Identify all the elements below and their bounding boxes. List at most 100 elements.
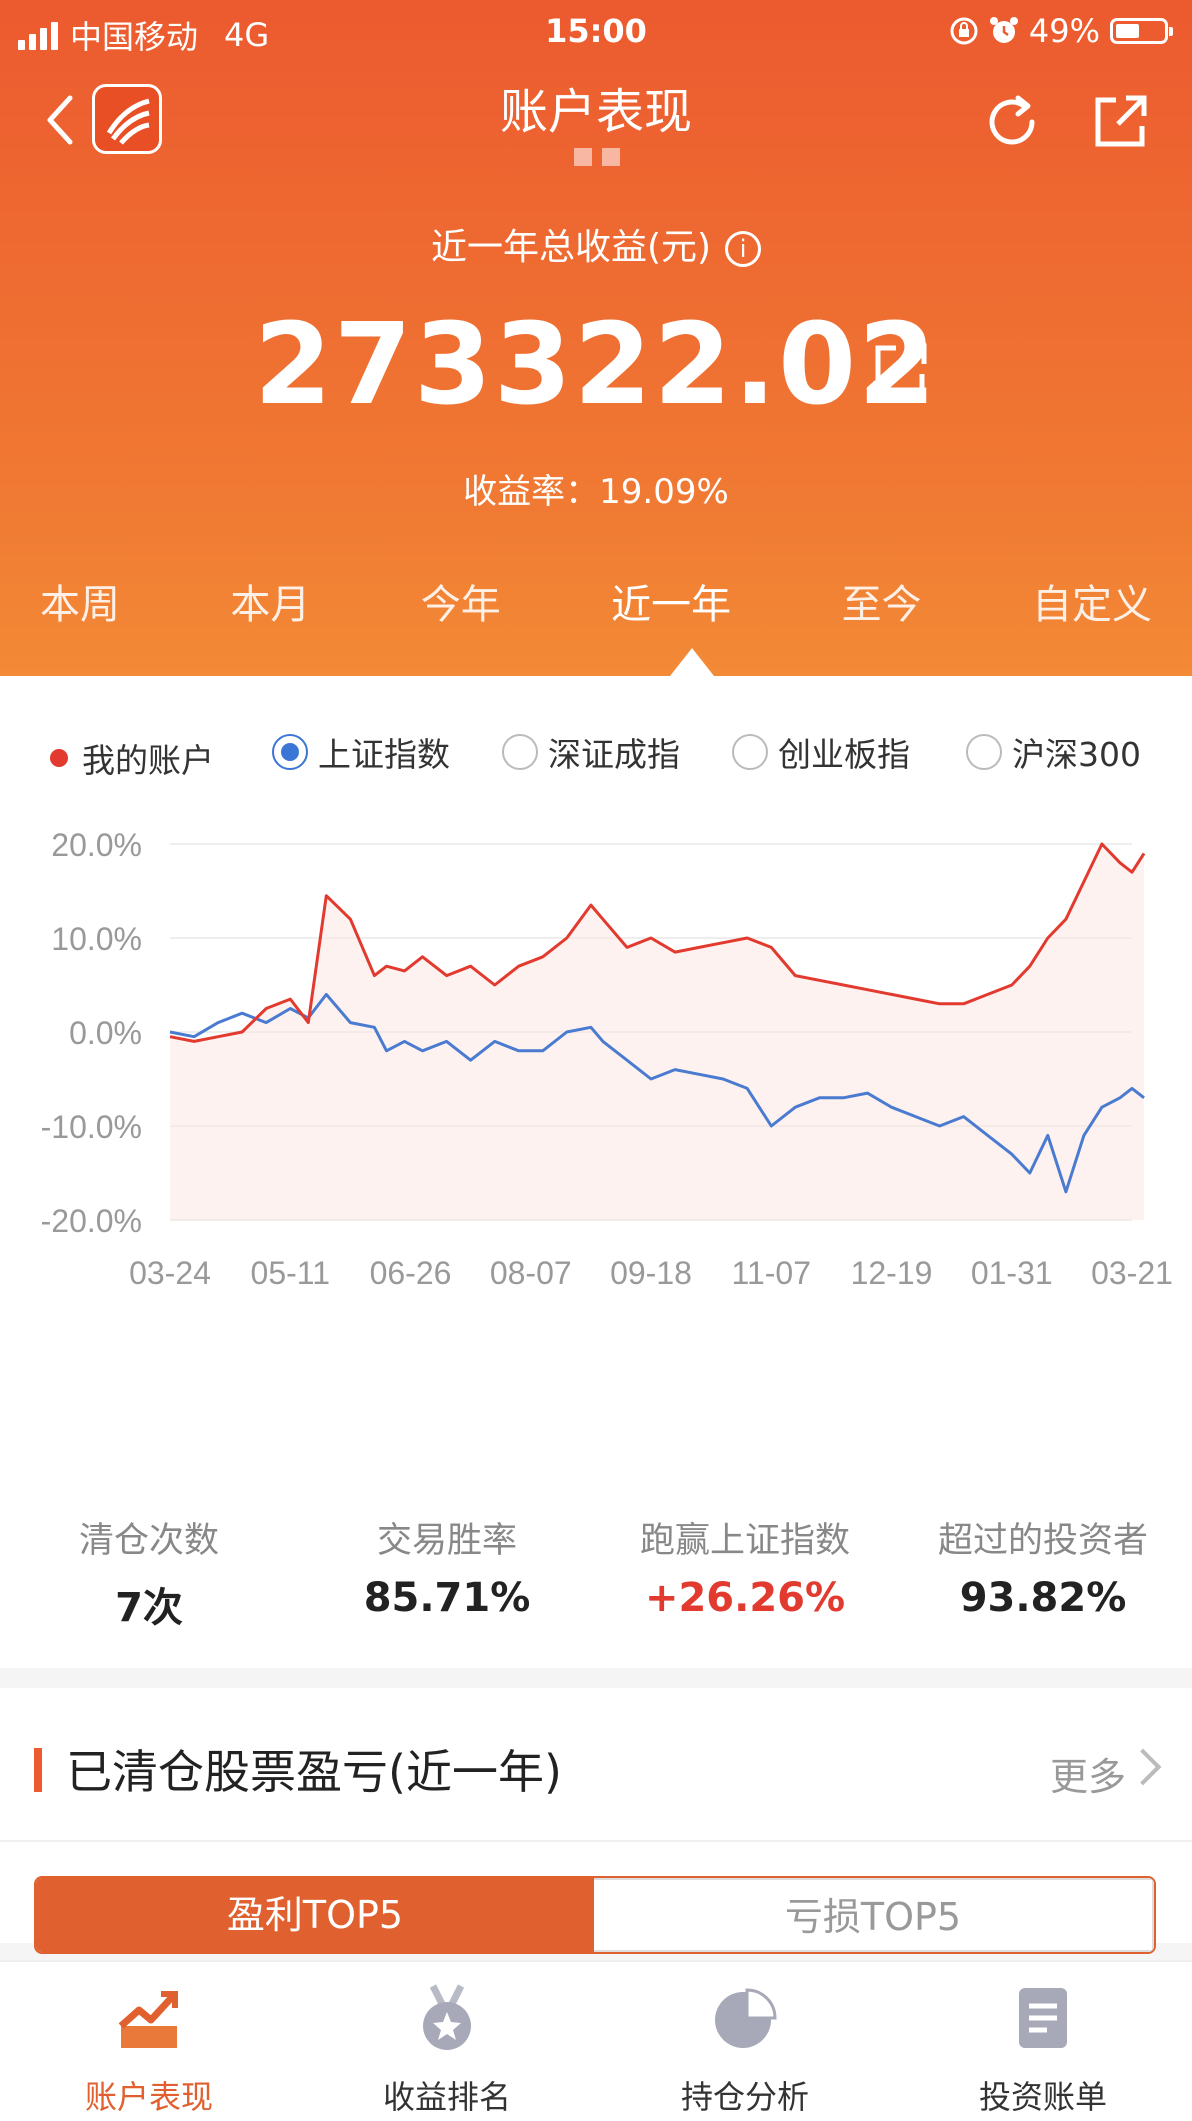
external-link-icon[interactable] [870,338,932,400]
my-account-line [169,842,1146,1043]
carrier-text: 中国移动 [70,18,199,56]
x-tick-label: 12-19 [851,1255,933,1291]
legend-sz-index-label[interactable]: 深证成指 [548,735,680,774]
status-right: 49% [949,12,1173,50]
tab-holdings-analysis[interactable]: 持仓分析 [596,1962,894,2121]
legend-chinext[interactable]: 创业板指 [732,728,910,776]
tab-month[interactable]: 本月 [230,582,311,628]
tab-last-year[interactable]: 近一年 [611,582,732,628]
chevron-right-icon[interactable] [1124,1748,1162,1786]
chart-card: 我的账户 上证指数 深证成指 创业板指 沪深300 20.0% 10.0% 0.0%… [0,676,1192,1668]
battery-icon [1110,18,1173,44]
stat-label: 超过的投资者 [937,1521,1148,1561]
x-tick-label: 06-26 [370,1255,452,1291]
y-tick-label: 20.0% [51,827,142,863]
info-icon[interactable]: i [725,231,762,267]
stat-value: 93.82% [959,1575,1127,1621]
tab-investment-bill[interactable]: 投资账单 [894,1962,1192,2121]
section-accent-bar [34,1748,42,1792]
total-profit-label-text: 近一年总收益(元) [430,227,712,268]
radio-icon[interactable] [502,734,538,770]
tab-account-performance[interactable]: 账户表现 [0,1962,298,2121]
y-tick-label: 10.0% [51,921,142,957]
tab-custom[interactable]: 自定义 [1031,582,1152,628]
tab-week[interactable]: 本周 [40,582,120,628]
status-time: 15:00 [545,12,647,50]
bill-icon[interactable] [1007,1982,1079,2054]
x-tick-label: 05-11 [251,1255,330,1291]
active-tab-indicator [670,648,714,676]
page-title: 账户表现 [499,84,692,140]
header: 中国移动 4G 15:00 49% 账户表现 近一年总收益(元) i 273322… [0,0,1192,676]
chart-legend: 我的账户 上证指数 深证成指 创业板指 沪深300 [0,728,1192,780]
stat-beat-investors: 超过的投资者 93.82% [894,1512,1192,1633]
radio-icon[interactable] [966,734,1002,770]
my-account-dot-icon [50,749,68,767]
loss-top5-button[interactable]: 亏损TOP5 [594,1878,1154,1952]
lock-rotation-icon [950,17,978,45]
account-area [170,844,1145,1220]
top5-segmented-control: 盈利TOP5 亏损TOP5 [34,1876,1156,1954]
legend-my-account-label: 我的账户 [82,741,214,780]
pie-chart-icon[interactable] [709,1982,781,2054]
x-tick-label: 01-31 [971,1255,1053,1291]
radio-icon[interactable] [732,734,768,770]
x-tick-label: 03-21 [1091,1255,1173,1291]
tab-label[interactable]: 投资账单 [978,2078,1107,2116]
profit-top5-button[interactable]: 盈利TOP5 [36,1878,594,1952]
total-profit-label: 近一年总收益(元) i [0,218,1192,270]
period-tabs: 本周 本月 今年 近一年 至今 自定义 [0,572,1192,636]
battery-text: 49% [1028,12,1100,50]
y-tick-label: -20.0% [41,1203,142,1239]
legend-chinext-label[interactable]: 创业板指 [778,735,910,774]
stat-value: 7次 [115,1585,183,1631]
tab-to-date[interactable]: 至今 [841,582,922,628]
tab-label[interactable]: 账户表现 [84,2078,213,2116]
signal-icon [18,20,58,50]
x-tick-label: 03-24 [129,1255,211,1291]
legend-sz-index[interactable]: 深证成指 [502,728,680,776]
closed-positions-section: 已清仓股票盈亏(近一年) 更多 盈利TOP5 亏损TOP5 [0,1688,1192,1954]
x-tick-label: 09-18 [610,1255,692,1291]
alarm-icon [989,17,1018,43]
total-profit-value: 273322.02 [254,300,938,430]
stat-label: 清仓次数 [78,1521,219,1561]
x-tick-label: 08-07 [490,1255,572,1291]
back-arrow-icon[interactable] [38,90,82,150]
stat-value: +26.26% [644,1575,846,1621]
legend-my-account: 我的账户 [50,734,214,782]
radio-selected-icon[interactable] [272,734,308,770]
network-text: 4G [224,16,270,54]
battery-level [1116,24,1139,38]
stat-win-rate: 交易胜率 85.71% [298,1512,596,1633]
medal-icon[interactable] [411,1982,483,2054]
nav-bar: 账户表现 [0,70,1192,180]
status-left: 中国移动 4G [18,12,269,58]
share-icon[interactable] [1086,86,1156,156]
legend-sh-index-label[interactable]: 上证指数 [318,735,450,774]
tab-label[interactable]: 收益排名 [382,2078,511,2116]
legend-hs300-label[interactable]: 沪深300 [1012,735,1141,774]
section-title: 已清仓股票盈亏(近一年) [66,1745,562,1799]
bottom-tab-bar: 账户表现 收益排名 持仓分析 投资账单 [0,1960,1192,2121]
yield-rate: 收益率：19.09% [463,472,729,512]
x-tick-label: 11-07 [732,1255,811,1291]
sh-index-line [169,992,1145,1194]
account-name-blurred [574,148,620,166]
stat-clearances: 清仓次数 7次 [0,1512,298,1633]
stat-label: 交易胜率 [376,1521,517,1561]
tab-label[interactable]: 持仓分析 [680,2078,809,2116]
tab-this-year[interactable]: 今年 [420,582,501,628]
tab-ranking[interactable]: 收益排名 [298,1962,596,2121]
stat-beat-index: 跑赢上证指数 +26.26% [596,1512,894,1633]
more-link[interactable]: 更多 [1049,1755,1126,1799]
y-tick-label: 0.0% [69,1015,142,1051]
y-tick-label: -10.0% [41,1109,142,1145]
refresh-icon[interactable] [980,90,1044,154]
performance-chart: 20.0% 10.0% 0.0% -10.0% -20.0% 03-24 05-11 06-2… [41,827,1173,1291]
legend-hs300[interactable]: 沪深300 [966,728,1141,776]
stats-row: 清仓次数 7次 交易胜率 85.71% 跑赢上证指数 +26.26% 超过的投资… [0,1512,1192,1633]
chart-up-icon[interactable] [113,1982,185,2054]
legend-sh-index[interactable]: 上证指数 [272,728,450,776]
app-logo-icon[interactable] [92,84,162,154]
